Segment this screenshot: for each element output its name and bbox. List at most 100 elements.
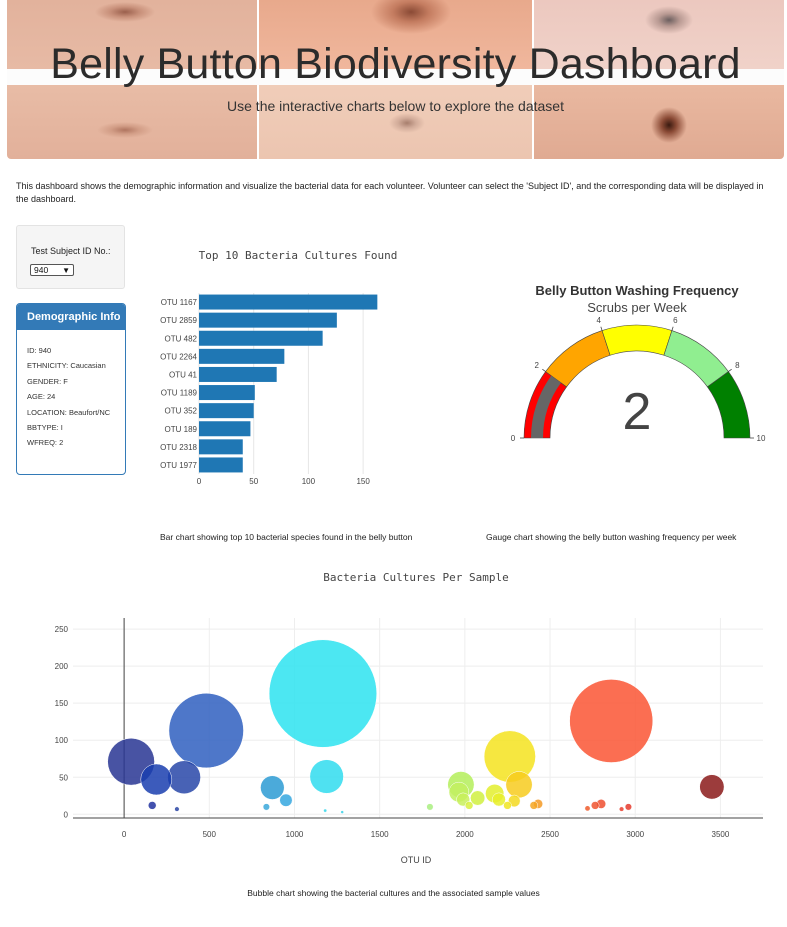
bar-category-label: OTU 189	[165, 425, 198, 434]
subject-id-value: 940	[34, 265, 49, 275]
bar-mark	[199, 421, 251, 437]
bar-mark	[199, 330, 323, 346]
bar-mark	[199, 403, 254, 419]
bar-category-label: OTU 482	[165, 334, 198, 343]
gauge-tick	[600, 326, 603, 331]
bubble-mark	[260, 775, 285, 800]
bar-category-label: OTU 2318	[160, 443, 197, 452]
bubble-mark	[340, 810, 344, 814]
bubble-mark	[470, 790, 486, 806]
bubble-mark	[505, 771, 533, 799]
bubble-x-axis-label: OTU ID	[401, 855, 432, 865]
bar-mark	[199, 457, 243, 473]
page-subtitle: Use the interactive charts below to expl…	[227, 98, 564, 114]
bar-x-tick-label: 100	[302, 477, 316, 486]
gauge-tick-label: 8	[735, 361, 740, 370]
gauge-tick-label: 10	[757, 434, 766, 443]
bubble-mark	[624, 803, 632, 811]
bubble-chart-caption: Bubble chart showing the bacterial cultu…	[247, 888, 540, 898]
bar-mark	[199, 294, 378, 310]
bubble-x-tick-label: 3500	[712, 830, 730, 839]
demo-ethnicity: ETHNICITY: Caucasian	[27, 361, 106, 371]
bubble-mark	[174, 806, 180, 812]
bar-category-label: OTU 1189	[161, 389, 198, 398]
subject-selector-panel: Test Subject ID No.: 940 ▼	[16, 225, 125, 289]
hero-tile	[534, 0, 784, 69]
bubble-mark	[148, 801, 157, 810]
bubble-mark	[140, 763, 173, 796]
bubble-chart: Bacteria Cultures Per Sample 0 50 100 150 20…	[55, 571, 763, 865]
gauge-value: 2	[623, 383, 652, 441]
bubble-mark	[529, 801, 539, 810]
intro-text: This dashboard shows the demographic inf…	[16, 181, 764, 204]
bubble-mark	[268, 639, 377, 748]
bubble-mark	[262, 803, 270, 811]
bubble-mark	[323, 808, 328, 813]
bubble-mark	[309, 759, 344, 794]
bubble-mark	[619, 806, 625, 812]
gauge-step	[545, 330, 611, 388]
bubble-mark	[699, 774, 725, 800]
bar-chart-title: Top 10 Bacteria Cultures Found	[199, 249, 398, 262]
bar-category-label: OTU 352	[165, 407, 198, 416]
demographic-panel-body: ID: 940 ETHNICITY: Caucasian GENDER: F A…	[17, 330, 125, 447]
gauge-tick-label: 4	[596, 316, 601, 325]
bubble-x-tick-label: 3000	[626, 830, 644, 839]
bar-chart-caption: Bar chart showing top 10 bacterial speci…	[160, 532, 413, 542]
bar-mark	[199, 366, 277, 382]
bubble-mark	[590, 801, 600, 810]
gauge-tick	[542, 368, 546, 372]
hero-tile	[7, 0, 257, 69]
bubble-y-tick-label: 0	[64, 810, 69, 819]
bubble-mark	[503, 801, 512, 810]
bubble-mark	[426, 803, 434, 811]
gauge-chart: Belly Button Washing Frequency Scrubs pe…	[511, 283, 766, 443]
hero-tile	[259, 85, 532, 159]
bubble-mark	[167, 760, 201, 795]
demo-bbtype: BBTYPE: I	[27, 422, 63, 432]
bubble-mark	[584, 805, 591, 812]
demo-gender: GENDER: F	[27, 376, 68, 386]
bubble-x-tick-label: 2500	[541, 830, 559, 839]
bubble-mark	[279, 793, 293, 807]
gauge-value-bar	[531, 375, 561, 438]
gauge-chart-caption: Gauge chart showing the belly button was…	[486, 532, 737, 542]
bubble-y-tick-label: 200	[55, 662, 69, 671]
hero-divider	[7, 69, 784, 85]
demo-id: ID: 940	[27, 346, 52, 355]
demo-wfreq: WFREQ: 2	[27, 438, 64, 448]
bubble-mark	[492, 792, 506, 807]
gauge-tick	[671, 326, 674, 331]
subject-id-dropdown[interactable]: 940 ▼	[30, 264, 74, 276]
bubble-chart-title: Bacteria Cultures Per Sample	[323, 571, 508, 584]
gauge-step	[706, 371, 751, 439]
bubble-x-tick-label: 0	[122, 830, 127, 839]
bar-chart: Top 10 Bacteria Cultures Found OTU 1167 O…	[160, 249, 398, 486]
bubble-x-tick-label: 1500	[371, 830, 389, 839]
hero-tile	[534, 85, 784, 159]
bubble-y-tick-label: 100	[55, 736, 69, 745]
bubble-x-tick-label: 2000	[456, 830, 474, 839]
demo-location: LOCATION: Beaufort/NC	[27, 407, 111, 417]
bar-mark	[199, 348, 285, 364]
bubble-x-tick-label: 500	[203, 830, 217, 839]
hero-tile	[7, 85, 257, 159]
bar-category-label: OTU 2859	[160, 316, 197, 325]
bar-mark	[199, 385, 255, 401]
bar-mark	[199, 312, 337, 328]
demographic-panel-title: Demographic Info	[17, 304, 125, 330]
gauge-step	[601, 324, 673, 356]
bubble-y-tick-label: 150	[55, 699, 69, 708]
bar-x-tick-label: 50	[249, 477, 258, 486]
bar-mark	[199, 439, 243, 455]
bubble-mark	[168, 693, 244, 769]
gauge-tick-label: 2	[534, 361, 539, 370]
bubble-x-tick-label: 1000	[286, 830, 304, 839]
gauge-subtitle: Scrubs per Week	[587, 300, 687, 315]
bar-category-label: OTU 1977	[160, 461, 197, 470]
hero-banner: Belly Button Biodiversity Dashboard Use …	[7, 0, 784, 159]
demo-age: AGE: 24	[27, 392, 56, 402]
bar-category-label: OTU 2264	[160, 352, 197, 361]
bubble-y-tick-label: 50	[59, 773, 68, 782]
subject-selector-label: Test Subject ID No.:	[31, 246, 111, 256]
